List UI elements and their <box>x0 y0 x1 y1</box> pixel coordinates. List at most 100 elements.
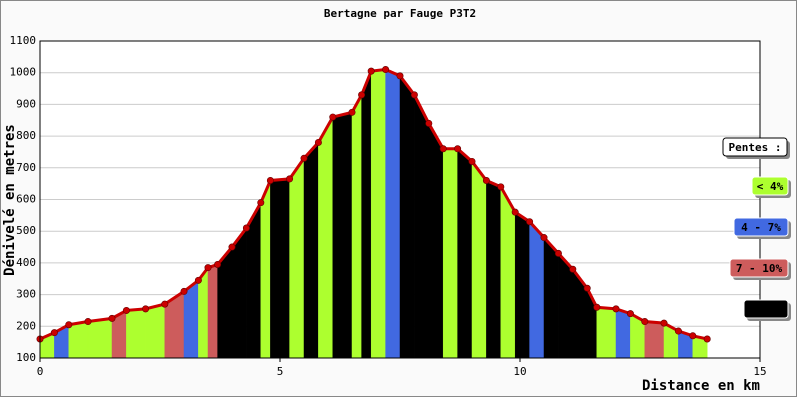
profile-point <box>214 260 222 268</box>
y-tick-label: 300 <box>16 288 36 301</box>
profile-point <box>454 145 462 153</box>
slope-segment <box>126 308 146 359</box>
profile-point <box>468 157 476 165</box>
profile-point <box>242 224 250 232</box>
slope-segment <box>486 180 502 359</box>
slope-segment <box>442 148 458 359</box>
profile-point <box>569 265 577 273</box>
legend-label: 7 - 10% <box>736 262 783 275</box>
profile-point <box>204 264 212 272</box>
slope-segment <box>529 221 545 359</box>
slope-segment <box>370 69 386 359</box>
profile-point <box>65 321 73 329</box>
legend-swatch <box>751 176 789 196</box>
y-tick-label: 700 <box>16 161 36 174</box>
slope-segment <box>596 307 617 359</box>
legend-label: > 10% <box>749 303 782 316</box>
slope-segment <box>361 71 372 359</box>
slope-segment <box>303 141 319 359</box>
slope-segment <box>351 94 362 359</box>
y-tick-label: 1100 <box>10 34 37 47</box>
slope-segment <box>87 318 113 359</box>
profile-point <box>626 310 634 318</box>
profile-point <box>526 218 534 226</box>
legend-label: 4 - 7% <box>741 221 781 234</box>
profile-point <box>482 176 490 184</box>
y-tick-label: 400 <box>16 256 36 269</box>
x-tick-label: 10 <box>513 365 526 378</box>
profile-point <box>497 183 505 191</box>
chart-title: Bertagne par Fauge P3T2 <box>324 7 476 20</box>
profile-point <box>348 108 356 116</box>
slope-segment <box>207 264 218 359</box>
legend-title-box <box>722 137 788 157</box>
profile-point <box>410 91 418 99</box>
profile-point <box>367 67 375 75</box>
slope-segment <box>457 148 473 359</box>
slope-segment <box>318 116 334 359</box>
slope-segment <box>471 160 487 359</box>
profile-point <box>554 249 562 257</box>
profile-point <box>660 319 668 327</box>
slope-segment <box>385 69 401 359</box>
profile-point <box>641 318 649 326</box>
slope-segment <box>514 211 530 359</box>
profile-point <box>84 318 92 326</box>
profile-point <box>266 176 274 184</box>
y-tick-label: 800 <box>16 129 36 142</box>
legend-title: Pentes : <box>729 141 782 154</box>
profile-point <box>314 138 322 146</box>
legend-swatch <box>729 258 789 278</box>
x-tick-label: 15 <box>753 365 766 378</box>
profile-point <box>286 175 294 183</box>
slope-segment <box>68 321 89 359</box>
profile-point <box>50 329 58 337</box>
slope-segment <box>332 112 353 359</box>
profile-point <box>511 208 519 216</box>
y-tick-label: 1000 <box>10 66 37 79</box>
legend-swatch <box>743 299 789 319</box>
slope-segment <box>399 75 415 359</box>
slope-segment <box>270 178 290 359</box>
x-axis-label: Distance en km <box>642 378 760 394</box>
y-tick-label: 900 <box>16 97 36 110</box>
slope-segment <box>145 303 166 359</box>
profile-point <box>257 199 265 207</box>
legend-swatch <box>733 217 789 237</box>
profile-point <box>142 305 150 313</box>
x-tick-label: 0 <box>37 365 44 378</box>
y-tick-label: 600 <box>16 193 36 206</box>
profile-point <box>161 300 169 308</box>
slope-segment <box>289 157 305 359</box>
profile-line <box>39 67 708 341</box>
profile-point <box>300 154 308 162</box>
slope-segment <box>414 94 430 359</box>
y-tick-label: 100 <box>16 351 36 364</box>
slope-segment <box>260 180 271 359</box>
profile-point <box>593 303 601 311</box>
profile-point <box>122 306 130 314</box>
profile-point <box>382 66 390 74</box>
slope-segment <box>644 321 665 359</box>
profile-point <box>425 119 433 127</box>
y-tick-label: 500 <box>16 224 36 237</box>
profile-point <box>583 284 591 292</box>
profile-point <box>439 145 447 153</box>
y-axis-label: Dénivelé en metres <box>2 124 18 276</box>
profile-point <box>329 113 337 121</box>
legend-label: < 4% <box>757 180 784 193</box>
slope-segment <box>428 122 444 359</box>
profile-point <box>108 314 116 322</box>
x-tick-label: 5 <box>277 365 284 378</box>
profile-point <box>180 287 188 295</box>
profile-point <box>689 332 697 340</box>
profile-point <box>540 234 548 242</box>
profile-point <box>358 91 366 99</box>
y-tick-label: 200 <box>16 319 36 332</box>
profile-point <box>194 276 202 284</box>
profile-point <box>396 72 404 80</box>
plot-border <box>39 40 761 359</box>
profile-point <box>612 305 620 313</box>
